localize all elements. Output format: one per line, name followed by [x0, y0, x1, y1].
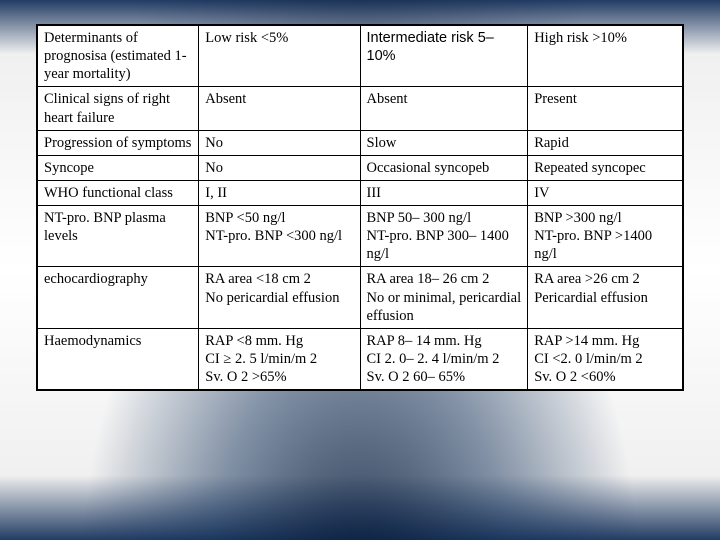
cell-low: No [199, 155, 360, 180]
cell-high: Rapid [528, 130, 683, 155]
cell-low: No [199, 130, 360, 155]
cell-high: Present [528, 87, 683, 130]
cell-mid: RA area 18– 26 cm 2No or minimal, perica… [360, 267, 528, 328]
cell-mid: Occasional syncopeb [360, 155, 528, 180]
cell-mid: III [360, 180, 528, 205]
prognosis-table: Determinants of prognosisa (estimated 1-… [37, 25, 683, 390]
col-header-mid: Intermediate risk 5– 10% [360, 26, 528, 87]
table-row: WHO functional class I, II III IV [38, 180, 683, 205]
table-row: echocardiography RA area <18 cm 2No peri… [38, 267, 683, 328]
cell-param: Syncope [38, 155, 199, 180]
cell-high: RAP >14 mm. HgCI <2. 0 l/min/m 2Sv. O 2 … [528, 328, 683, 389]
cell-mid: Absent [360, 87, 528, 130]
cell-mid: Slow [360, 130, 528, 155]
cell-param: Haemodynamics [38, 328, 199, 389]
table-row: Syncope No Occasional syncopeb Repeated … [38, 155, 683, 180]
cell-low: Absent [199, 87, 360, 130]
cell-low: RA area <18 cm 2No pericardial effusion [199, 267, 360, 328]
table-row: NT-pro. BNP plasma levels BNP <50 ng/lNT… [38, 206, 683, 267]
cell-param: WHO functional class [38, 180, 199, 205]
cell-param: Clinical signs of right heart failure [38, 87, 199, 130]
cell-low: RAP <8 mm. HgCI ≥ 2. 5 l/min/m 2Sv. O 2 … [199, 328, 360, 389]
cell-low: I, II [199, 180, 360, 205]
cell-param: echocardiography [38, 267, 199, 328]
cell-low: BNP <50 ng/lNT-pro. BNP <300 ng/l [199, 206, 360, 267]
cell-high: RA area >26 cm 2Pericardial effusion [528, 267, 683, 328]
cell-high: Repeated syncopec [528, 155, 683, 180]
cell-high: IV [528, 180, 683, 205]
cell-param: Progression of symptoms [38, 130, 199, 155]
table-row: Haemodynamics RAP <8 mm. HgCI ≥ 2. 5 l/m… [38, 328, 683, 389]
col-header-param: Determinants of prognosisa (estimated 1-… [38, 26, 199, 87]
col-header-low: Low risk <5% [199, 26, 360, 87]
prognosis-table-container: Determinants of prognosisa (estimated 1-… [36, 24, 684, 391]
table-row: Clinical signs of right heart failure Ab… [38, 87, 683, 130]
table-header-row: Determinants of prognosisa (estimated 1-… [38, 26, 683, 87]
cell-mid: BNP 50– 300 ng/lNT-pro. BNP 300– 1400 ng… [360, 206, 528, 267]
cell-high: BNP >300 ng/lNT-pro. BNP >1400 ng/l [528, 206, 683, 267]
table-row: Progression of symptoms No Slow Rapid [38, 130, 683, 155]
col-header-high: High risk >10% [528, 26, 683, 87]
cell-param: NT-pro. BNP plasma levels [38, 206, 199, 267]
cell-mid: RAP 8– 14 mm. HgCI 2. 0– 2. 4 l/min/m 2S… [360, 328, 528, 389]
